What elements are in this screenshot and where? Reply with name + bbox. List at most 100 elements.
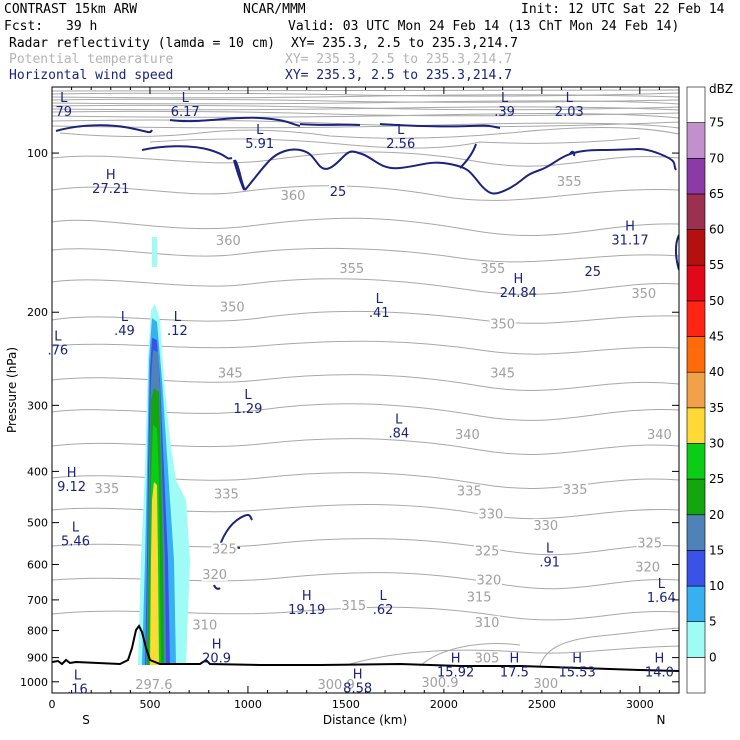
theta-contour-label: 300.9 <box>421 676 458 691</box>
theta-contour-label: 340 <box>647 428 672 443</box>
colorbar-level-label: 50 <box>709 294 724 308</box>
theta-contour-label: 355 <box>480 262 505 277</box>
extremum-value: 20.9 <box>202 651 231 666</box>
field-2-name: Potential temperature <box>9 52 174 67</box>
extremum-symbol: H <box>67 466 77 481</box>
y-tick-label: 800 <box>27 625 48 638</box>
theta-contour-label: 335 <box>563 483 588 498</box>
theta-contour-label: 300.9 <box>318 678 355 693</box>
x-tick-label: 2500 <box>528 698 556 711</box>
colorbar-segment <box>686 550 706 587</box>
y-tick-label: 300 <box>27 399 48 412</box>
extremum-symbol: L <box>376 292 384 307</box>
endpoint-left: S <box>82 713 90 727</box>
field-3-name: Horizontal wind speed <box>9 68 173 83</box>
extremum-symbol: H <box>510 652 520 667</box>
theta-label-bg <box>556 175 583 189</box>
theta-label-bg <box>473 615 500 629</box>
colorbar-segment <box>686 407 706 444</box>
theta-label-bg <box>646 428 673 442</box>
extremum-value: 9.12 <box>57 480 86 495</box>
colorbar-level-label: 5 <box>709 615 717 629</box>
theta-label-bg <box>475 573 502 587</box>
init-time: Init: 12 UTC Sat 22 Feb 14 <box>521 2 725 17</box>
theta-label-bg <box>418 675 461 689</box>
theta-contour-label: 360 <box>216 234 241 249</box>
theta-contour-label: 350 <box>220 300 245 315</box>
extremum-value: 17.5 <box>500 666 529 681</box>
extrema-labels: L79L6.17L5.91L2.56L.39L2.03H27.21H31.17H… <box>48 91 676 698</box>
theta-contour-label: 335 <box>94 482 119 497</box>
extremum-value: 19.19 <box>288 603 325 618</box>
extremum-symbol: L <box>60 91 68 106</box>
wind-label-bg <box>329 185 348 199</box>
theta-label-bg <box>562 483 589 497</box>
theta-contour-label: 360 <box>281 189 306 204</box>
field-2-xy: XY= 235.3, 2.5 to 235.3,214.7 <box>285 52 512 67</box>
extremum-symbol: H <box>212 637 222 652</box>
extremum-value: 31.17 <box>611 233 648 248</box>
extremum-symbol: H <box>655 652 665 667</box>
reflectivity-plume <box>138 237 190 665</box>
theta-contour-label: 330 <box>478 507 503 522</box>
extremum-value: .76 <box>48 343 69 358</box>
extremum-symbol: L <box>380 589 388 604</box>
theta-contour-label: 320 <box>635 560 660 575</box>
extremum-value: 27.21 <box>92 182 129 197</box>
theta-label-bg <box>456 484 483 498</box>
theta-contour-label: 335 <box>214 487 239 502</box>
theta-contour-label: 340 <box>455 428 480 443</box>
extremum-symbol: H <box>106 168 116 183</box>
extremum-symbol: H <box>513 272 523 287</box>
colorbar-segment <box>686 86 706 123</box>
x-tick-label: 500 <box>139 698 160 711</box>
x-tick-label: 0 <box>49 698 56 711</box>
colorbar-level-label: 30 <box>709 436 724 450</box>
extremum-value: 14.0 <box>645 666 674 681</box>
extremum-symbol: L <box>54 329 62 344</box>
theta-contour-label: 315 <box>467 591 492 606</box>
field-1-xy: XY= 235.3, 2.5 to 235.3,214.7 <box>291 36 518 51</box>
extremum-symbol: L <box>74 668 82 683</box>
extremum-value: .12 <box>167 324 188 339</box>
extremum-symbol: L <box>395 413 403 428</box>
theta-contour-label: 325 <box>475 545 500 560</box>
axis-ticks: 0 500 1000 1500 2000 2500 3000 100 200 300 400 500 6… <box>20 87 679 711</box>
colorbar-level-label: 40 <box>709 365 724 379</box>
colorbar-segment <box>686 585 706 623</box>
theta-labels: 360 360 355 355 355 350 350 350 345 345 340 340 335 3… <box>93 175 673 693</box>
colorbar-segment <box>686 229 706 266</box>
theta-dense-band <box>52 89 679 149</box>
theta-contour-label: 310 <box>475 616 500 631</box>
theta-label-bg <box>532 518 559 532</box>
theta-label-bg <box>630 287 657 301</box>
y-tick-label: 500 <box>27 517 48 530</box>
valid-time: Valid: 03 UTC Mon 24 Feb 14 (13 ChT Mon … <box>288 19 679 34</box>
extremum-value: .16 <box>67 682 88 697</box>
theta-contour-label: 330 <box>533 519 558 534</box>
colorbar-level-label: 65 <box>709 187 724 201</box>
extremum-value: 8.58 <box>343 681 372 696</box>
colorbar-level-label: 55 <box>709 258 724 272</box>
field-1-name: Radar reflectivity (lamda = 10 cm) <box>9 36 275 51</box>
y-tick-label: 100 <box>27 147 48 160</box>
wind-label-bg <box>583 264 602 278</box>
wind-contour-label: 25 <box>585 265 602 280</box>
colorbar-level-label: 60 <box>709 223 724 237</box>
extremum-symbol: L <box>546 542 554 557</box>
colorbar-segment <box>686 657 706 694</box>
theta-label-bg <box>338 262 365 276</box>
colorbar-segment <box>686 478 706 516</box>
theta-contour-label: 345 <box>218 366 243 381</box>
y-tick-label: 900 <box>27 652 48 665</box>
colorbar-segment <box>686 443 706 480</box>
theta-label-bg <box>489 317 516 331</box>
colorbar-segment <box>686 122 706 159</box>
theta-contour-label: 355 <box>339 262 364 277</box>
extremum-value: 5.91 <box>245 137 274 152</box>
theta-contour-label: 315 <box>341 599 366 614</box>
theta-label-bg <box>280 188 307 202</box>
colorbar-level-label: 15 <box>709 543 724 557</box>
theta-label-bg <box>215 233 242 247</box>
